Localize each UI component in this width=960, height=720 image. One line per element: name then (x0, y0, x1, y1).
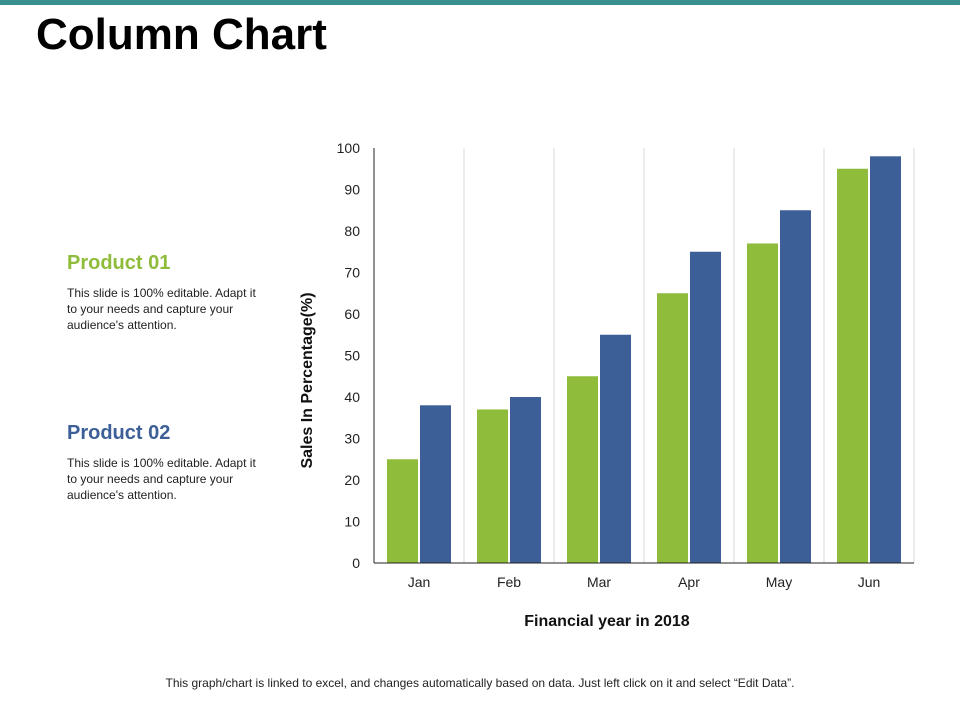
y-tick-label: 90 (344, 182, 360, 198)
product-02-title: Product 02 (67, 422, 171, 444)
x-tick-label: Jan (408, 574, 431, 590)
bar-apr-series-1 (657, 293, 688, 563)
y-tick-label: 10 (344, 514, 360, 530)
chart-labels: Jan Feb Mar Apr May Jun 0 10 20 30 40 50 60 70 80 90 100… (299, 140, 880, 630)
y-tick-label: 0 (352, 555, 360, 571)
product-01-block: Product 01 This slide is 100% editable. … (67, 252, 257, 333)
bar-jun-series-2 (870, 156, 901, 564)
chart-grid (463, 148, 915, 563)
y-tick-label: 70 (344, 265, 360, 281)
product-02-description: This slide is 100% editable. Adapt it to… (67, 456, 256, 502)
bar-feb-series-1 (477, 409, 508, 563)
y-tick-label: 20 (344, 472, 360, 488)
bar-mar-series-2 (600, 334, 631, 563)
chart-axes (373, 148, 914, 564)
top-accent-bar (0, 0, 960, 5)
chart-bars (387, 156, 901, 564)
bar-mar-series-1 (567, 376, 598, 563)
product-01-title: Product 01 (67, 252, 171, 274)
y-tick-label: 50 (344, 348, 360, 364)
x-tick-label: Apr (678, 574, 700, 590)
bar-feb-series-2 (510, 397, 541, 563)
bar-jun-series-1 (837, 168, 868, 563)
x-tick-label: Mar (587, 574, 611, 590)
bar-jan-series-1 (387, 459, 418, 563)
footer-note: This graph/chart is linked to excel, and… (165, 676, 795, 690)
y-tick-label: 80 (344, 223, 360, 239)
product-02-block: Product 02 This slide is 100% editable. … (67, 422, 257, 503)
x-axis-title: Financial year in 2018 (524, 613, 690, 630)
y-axis-title: Sales In Percentage(%) (299, 292, 316, 468)
y-tick-label: 40 (344, 389, 360, 405)
bar-may-series-1 (747, 243, 778, 563)
x-tick-label: Feb (497, 574, 521, 590)
page-title: Column Chart (36, 10, 327, 59)
y-tick-label: 60 (344, 306, 360, 322)
x-tick-label: Jun (858, 574, 881, 590)
y-tick-label: 30 (344, 431, 360, 447)
bar-jan-series-2 (420, 405, 451, 563)
x-tick-label: May (766, 574, 792, 590)
bar-may-series-2 (780, 210, 811, 563)
product-01-description: This slide is 100% editable. Adapt it to… (67, 286, 256, 332)
bar-apr-series-2 (690, 251, 721, 563)
y-tick-label: 100 (337, 140, 361, 156)
